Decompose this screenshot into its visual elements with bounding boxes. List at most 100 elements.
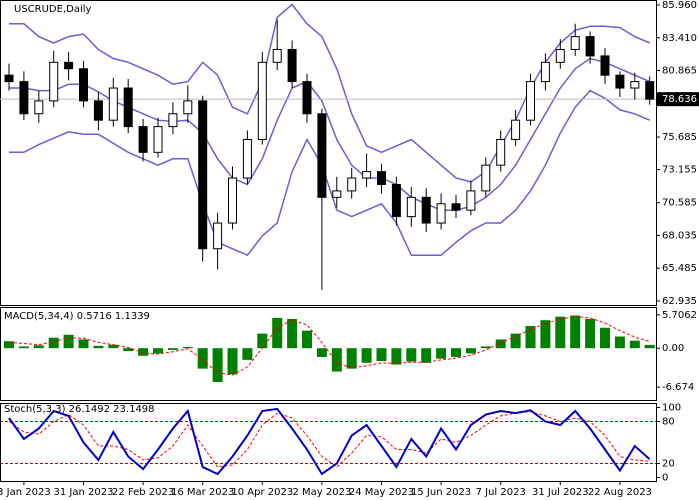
macd-bar bbox=[167, 348, 178, 350]
x-tick-label: 22 Feb 2023 bbox=[112, 487, 174, 498]
y-tick-label: 85.960 bbox=[662, 0, 697, 11]
candle-body bbox=[93, 100, 103, 121]
x-tick-label: 31 Jul 2023 bbox=[532, 487, 589, 498]
candle-body bbox=[406, 196, 416, 218]
macd-bar bbox=[585, 319, 596, 349]
macd-bar bbox=[614, 336, 625, 349]
candle-body bbox=[481, 164, 491, 192]
macd-bar bbox=[480, 346, 491, 349]
y-tick-label: 0.00 bbox=[662, 343, 684, 354]
candle-body bbox=[317, 113, 327, 198]
macd-bar bbox=[287, 319, 298, 349]
macd-bar bbox=[227, 348, 238, 375]
macd-bar bbox=[182, 347, 193, 349]
macd-title: MACD(5,34,4) 0.5716 1.1339 bbox=[4, 311, 150, 322]
candle-body bbox=[466, 190, 476, 211]
x-tick-label: 10 Apr 2023 bbox=[231, 487, 293, 498]
candle-body bbox=[585, 36, 595, 57]
y-tick-label: 20 bbox=[662, 459, 675, 470]
x-tick-label: 15 Jun 2023 bbox=[411, 487, 471, 498]
candle-body bbox=[630, 81, 640, 89]
macd-bar bbox=[421, 348, 432, 363]
macd-signal bbox=[8, 316, 650, 376]
y-tick-label: 62.935 bbox=[662, 296, 697, 307]
candle-body bbox=[451, 203, 461, 211]
bollinger-band bbox=[9, 89, 650, 257]
macd-bar bbox=[316, 348, 327, 357]
stoch-d bbox=[8, 411, 650, 468]
current-price-label: 78.636 bbox=[662, 94, 697, 105]
candle-body bbox=[570, 36, 580, 50]
macd-bar bbox=[436, 348, 447, 359]
macd-bar bbox=[108, 344, 119, 349]
y-tick-label: 5.7062 bbox=[662, 310, 697, 321]
candle-body bbox=[377, 171, 386, 185]
candle-body bbox=[138, 126, 148, 153]
macd-bar bbox=[495, 339, 506, 349]
candle-body bbox=[4, 74, 14, 83]
candle-body bbox=[198, 100, 208, 250]
macd-bar bbox=[242, 348, 253, 360]
macd-bar bbox=[78, 339, 89, 349]
macd-bar bbox=[197, 348, 208, 369]
candle-body bbox=[272, 48, 282, 63]
macd-bar bbox=[570, 315, 581, 349]
candle-body bbox=[347, 177, 357, 192]
stoch-title: Stoch(5,3,3) 26.1492 23.1498 bbox=[4, 404, 155, 415]
macd-bar bbox=[153, 348, 163, 354]
candle-body bbox=[302, 81, 312, 115]
candle-body bbox=[108, 87, 118, 121]
macd-bar bbox=[361, 348, 372, 363]
stoch-panel bbox=[0, 403, 657, 482]
y-tick-label: 100 bbox=[662, 403, 681, 414]
candle-body bbox=[123, 87, 133, 128]
x-tick-label: 3 Jan 2023 bbox=[0, 487, 51, 498]
stoch-k bbox=[8, 407, 651, 476]
candle-body bbox=[511, 119, 521, 140]
candle-body bbox=[332, 190, 342, 198]
current-price-badge bbox=[657, 92, 699, 107]
y-tick-label: -6.674 bbox=[662, 382, 694, 393]
y-tick-label: 73.155 bbox=[662, 165, 697, 176]
candle-body bbox=[287, 48, 297, 83]
candle-body bbox=[645, 81, 655, 100]
candle-body bbox=[79, 68, 88, 102]
macd-bar bbox=[525, 326, 536, 349]
y-tick-label: 80.865 bbox=[662, 65, 697, 76]
macd-bar bbox=[555, 316, 566, 349]
candle-body bbox=[421, 196, 431, 224]
macd-bar bbox=[629, 340, 640, 349]
x-tick-label: 7 Jul 2023 bbox=[476, 487, 526, 498]
macd-bar bbox=[18, 346, 29, 349]
y-tick-label: 68.035 bbox=[662, 230, 697, 241]
candle-body bbox=[228, 177, 237, 224]
macd-bar bbox=[540, 320, 551, 349]
candle-body bbox=[391, 183, 401, 218]
candle-body bbox=[242, 138, 252, 179]
macd-bar bbox=[272, 317, 283, 349]
candle-body bbox=[168, 113, 178, 128]
y-tick-label: 65.485 bbox=[662, 263, 697, 274]
candle-body bbox=[257, 61, 267, 140]
macd-bar bbox=[510, 333, 521, 349]
candle-body bbox=[183, 100, 193, 115]
macd-bar bbox=[600, 327, 610, 349]
price-panel bbox=[0, 0, 657, 306]
candle-body bbox=[436, 203, 446, 224]
macd-bar bbox=[391, 348, 402, 365]
candle-body bbox=[34, 100, 44, 115]
macd-bar bbox=[451, 348, 461, 357]
x-tick-label: 22 Aug 2023 bbox=[588, 487, 652, 498]
candle-body bbox=[64, 61, 74, 70]
y-tick-label: 70.585 bbox=[662, 198, 697, 209]
macd-panel bbox=[0, 307, 657, 401]
y-tick-label: 0 bbox=[662, 473, 668, 484]
candle-body bbox=[496, 138, 506, 166]
macd-bar bbox=[644, 344, 655, 349]
macd-bar bbox=[63, 334, 74, 349]
macd-bar bbox=[48, 337, 59, 349]
candle-body bbox=[526, 81, 535, 121]
y-tick-label: 80 bbox=[662, 417, 675, 428]
